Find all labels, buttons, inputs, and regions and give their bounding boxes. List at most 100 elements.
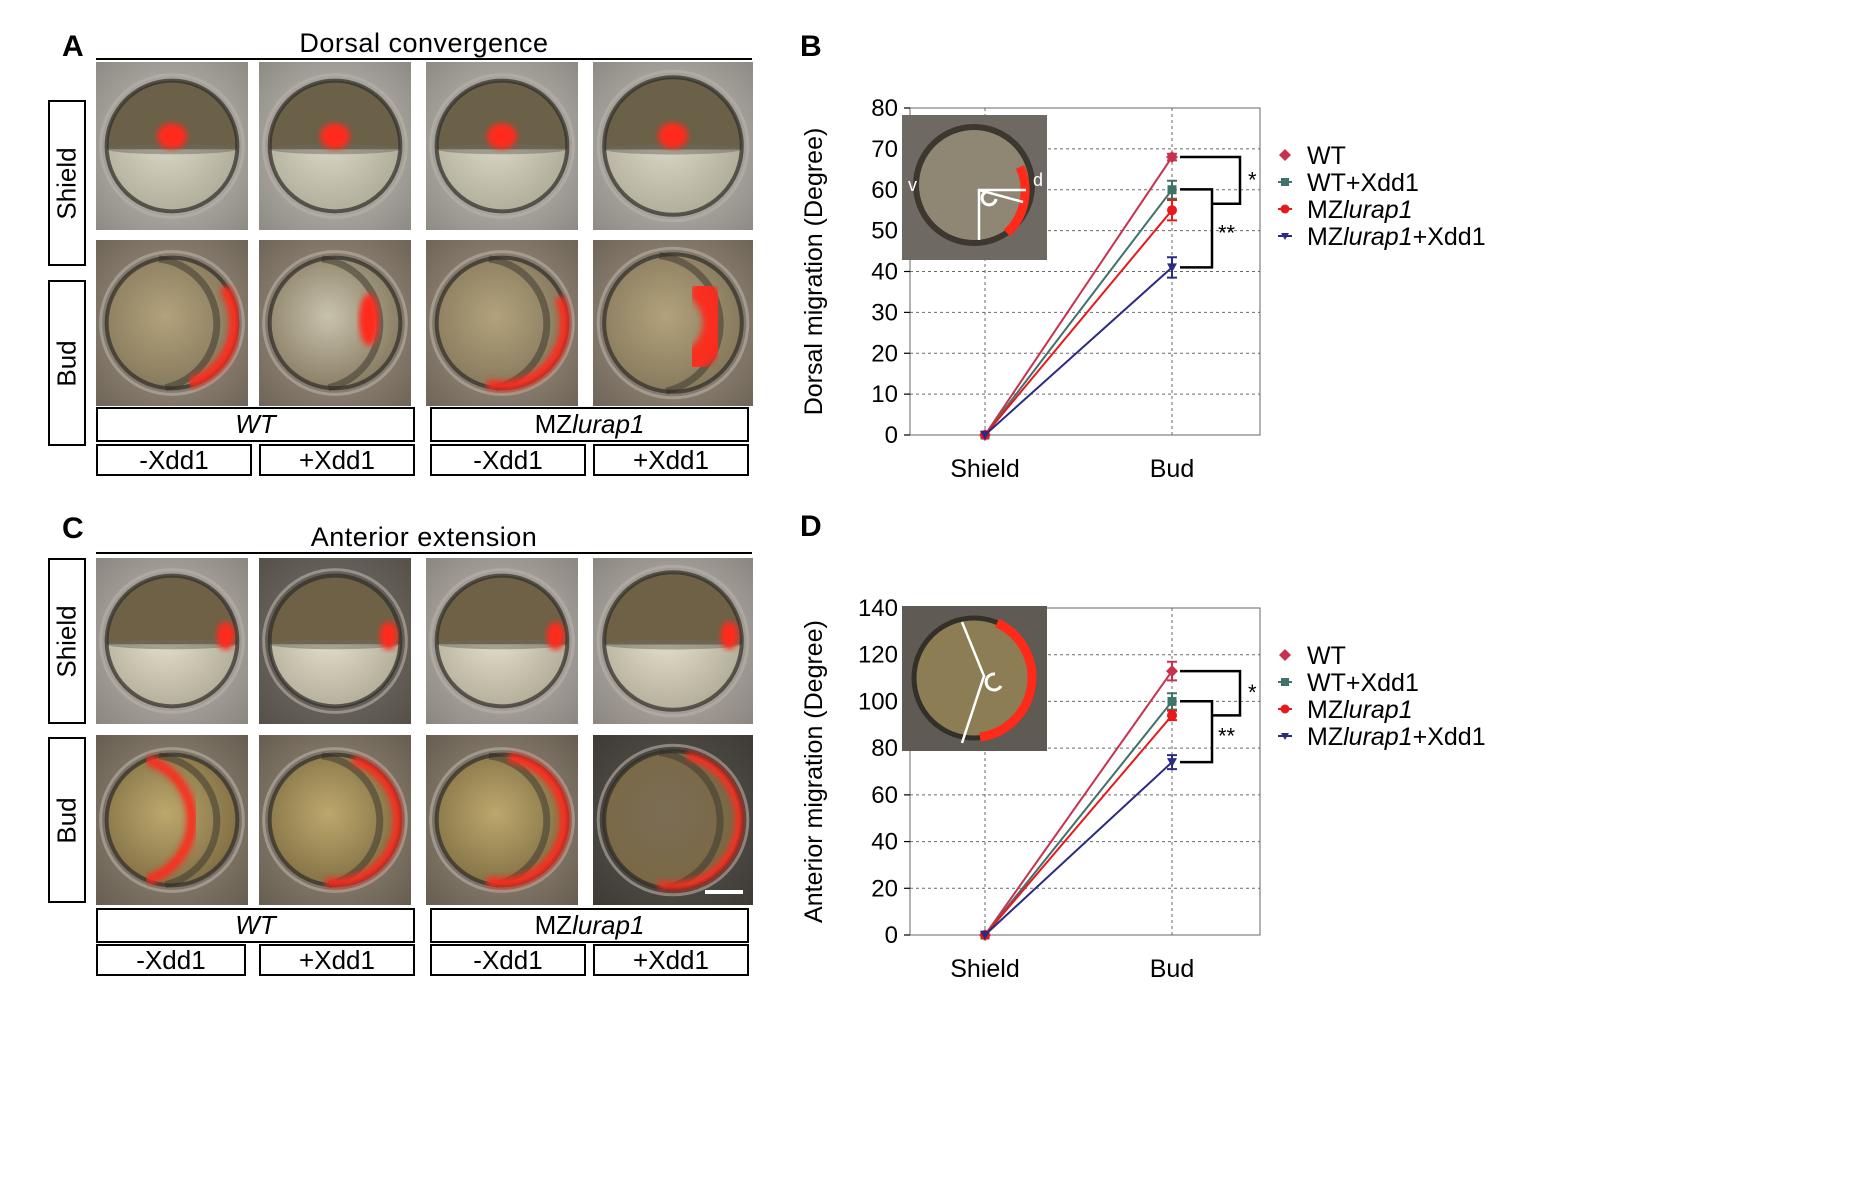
chart-b-dorsal-migration: 0 10 20 30 40 50 60 70 80 Shield Bud Dorsal migrati… — [800, 95, 1486, 483]
y-tick-label: 50 — [871, 218, 898, 245]
x-tick-label: Bud — [1150, 455, 1194, 483]
x-tick-label: Bud — [1150, 955, 1194, 983]
chart-d-anterior-migration: 0 20 40 60 80 100 120 140 Shield Bud Anterior migr… — [800, 595, 1486, 983]
legend-entry-1: WT — [1279, 642, 1346, 670]
panel-letter-b: B — [800, 30, 822, 63]
y-tick-label: 40 — [871, 829, 898, 856]
y-tick-label: 80 — [871, 735, 898, 762]
svg-text:MZlurap1: MZlurap1 — [1307, 196, 1413, 224]
x-tick-label: Shield — [950, 955, 1020, 983]
group-label-wt-a: WT — [96, 407, 415, 442]
embryo-shield-a-4 — [593, 62, 753, 230]
condition-label-c-1: -Xdd1 — [96, 944, 246, 976]
scale-bar — [705, 890, 743, 894]
significance-bracket-1 — [1180, 669, 1242, 717]
y-tick-label: 0 — [885, 422, 898, 449]
y-tick-label: 30 — [871, 299, 898, 326]
y-tick-label: 20 — [871, 875, 898, 902]
embryo-shield-a-3 — [426, 62, 578, 230]
significance-star-2: ** — [1218, 724, 1236, 749]
svg-text:WT+Xdd1: WT+Xdd1 — [1307, 669, 1419, 697]
y-tick-label: 20 — [871, 340, 898, 367]
y-tick-label: 40 — [871, 259, 898, 286]
group-label-wt-c: WT — [96, 908, 415, 943]
data-point — [1166, 151, 1178, 164]
data-point — [980, 431, 990, 440]
data-point — [1166, 665, 1178, 678]
y-axis-label: Dorsal migration (Degree) — [800, 128, 828, 416]
inset-embryo-anterior — [902, 606, 1047, 751]
data-point — [1167, 696, 1177, 706]
embryo-bud-a-3 — [426, 240, 578, 406]
y-tick-label: 10 — [871, 381, 898, 408]
panel-a-title-rule — [96, 58, 752, 60]
condition-label-c-4: +Xdd1 — [593, 944, 749, 976]
svg-text:WT+Xdd1: WT+Xdd1 — [1307, 169, 1419, 197]
embryo-shield-c-1 — [96, 558, 248, 724]
row-label-shield-a: Shield — [48, 100, 86, 266]
x-tick-label: Shield — [950, 455, 1020, 483]
data-point — [1167, 263, 1177, 273]
significance-star-1: * — [1248, 167, 1257, 192]
group-label-mzlurap1-a: MZ lurap1 — [430, 407, 749, 442]
condition-label-a-1: -Xdd1 — [96, 444, 252, 476]
data-point — [980, 931, 990, 940]
condition-label-a-3: -Xdd1 — [430, 444, 586, 476]
legend-entry-1: WT — [1279, 142, 1346, 170]
y-tick-label: 120 — [858, 642, 898, 669]
significance-bracket-2 — [1180, 699, 1214, 764]
significance-bracket-1 — [1180, 155, 1242, 205]
condition-label-a-2: +Xdd1 — [259, 444, 415, 476]
significance-star-1: * — [1248, 680, 1257, 705]
embryo-bud-c-2 — [259, 735, 411, 905]
legend-entry-3: MZlurap1 — [1278, 196, 1413, 224]
y-tick-label: 60 — [871, 177, 898, 204]
panel-letter-a: A — [62, 30, 84, 63]
y-tick-label: 140 — [858, 595, 898, 622]
y-tick-label: 80 — [871, 95, 898, 122]
group-label-mzlurap1-c: MZ lurap1 — [430, 908, 749, 943]
svg-text:MZlurap1+Xdd1: MZlurap1+Xdd1 — [1307, 223, 1486, 251]
embryo-shield-c-2 — [259, 558, 411, 724]
condition-label-a-4: +Xdd1 — [593, 444, 749, 476]
embryo-bud-c-3 — [426, 735, 578, 905]
series-line-2 — [984, 189, 1173, 436]
embryo-shield-a-2 — [259, 62, 411, 230]
legend-entry-3: MZlurap1 — [1278, 696, 1413, 724]
y-tick-label: 60 — [871, 782, 898, 809]
embryo-bud-a-2 — [259, 240, 411, 406]
series-line-4 — [984, 266, 1173, 436]
embryo-bud-c-4 — [593, 735, 753, 905]
svg-text:v: v — [908, 175, 917, 195]
series-line-3 — [984, 209, 1173, 436]
embryo-bud-a-4 — [593, 240, 753, 406]
row-label-bud-c: Bud — [48, 737, 86, 903]
embryo-bud-a-1 — [96, 240, 248, 406]
y-tick-label: 0 — [885, 922, 898, 949]
y-tick-label: 100 — [858, 688, 898, 715]
svg-text:WT: WT — [1307, 142, 1346, 170]
panel-letter-c: C — [62, 512, 84, 545]
series-line-1 — [984, 670, 1173, 936]
legend-entry-4: MZlurap1+Xdd1 — [1278, 223, 1486, 251]
svg-text:d: d — [1033, 170, 1043, 190]
legend-entry-2: WT+Xdd1 — [1278, 169, 1419, 197]
y-tick-label: 70 — [871, 136, 898, 163]
svg-text:WT: WT — [1307, 642, 1346, 670]
data-point — [1167, 758, 1177, 768]
row-label-shield-c: Shield — [48, 558, 86, 724]
condition-label-c-3: -Xdd1 — [430, 944, 586, 976]
embryo-bud-c-1 — [96, 735, 248, 905]
row-label-bud-a: Bud — [48, 280, 86, 446]
series-line-4 — [984, 761, 1173, 936]
condition-label-c-2: +Xdd1 — [259, 944, 415, 976]
series-line-2 — [984, 700, 1173, 936]
plot-frame — [909, 607, 1261, 936]
data-point — [1167, 710, 1177, 721]
data-point — [1167, 185, 1177, 195]
panel-c-title: Anterior extension — [310, 522, 538, 552]
panel-a-title: Dorsal convergence — [299, 28, 549, 58]
svg-text:MZlurap1+Xdd1: MZlurap1+Xdd1 — [1307, 723, 1486, 751]
significance-star-2: ** — [1218, 220, 1236, 245]
svg-text:MZlurap1: MZlurap1 — [1307, 696, 1413, 724]
